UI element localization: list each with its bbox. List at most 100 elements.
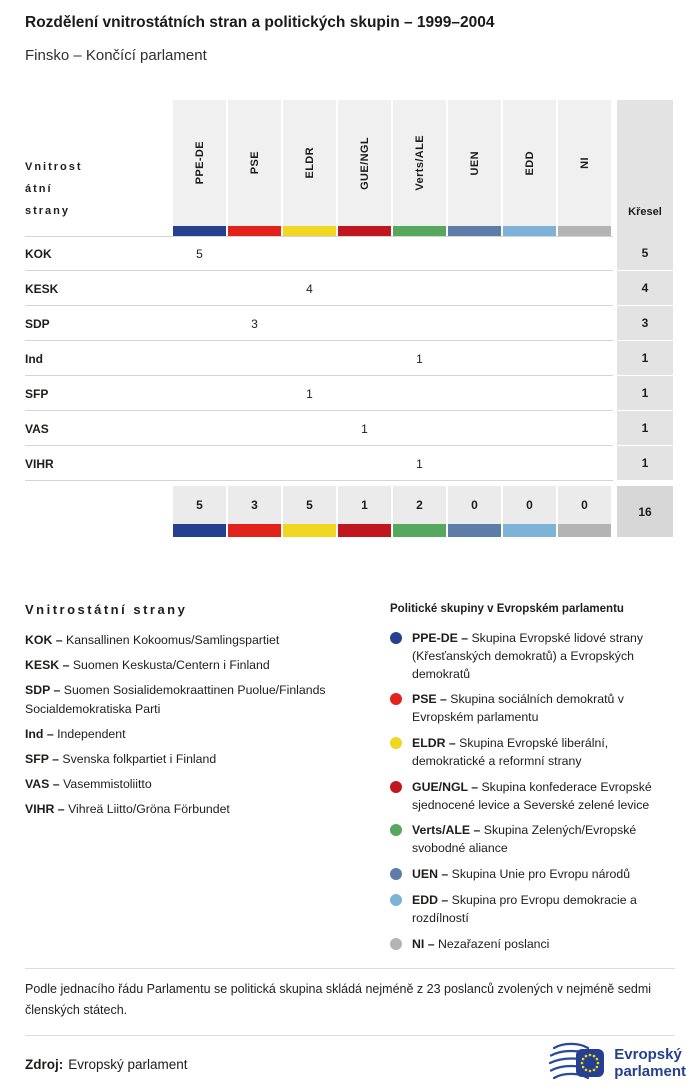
color-bar-gue-ngl [338, 226, 391, 236]
cell [228, 411, 281, 446]
ep-hemicycle-icon [549, 1042, 605, 1080]
legend-party-item: KESK – Suomen Keskusta/Centern i Finland [25, 656, 357, 675]
party-full-name: Suomen Keskusta/Centern i Finland [72, 658, 270, 673]
total-seats-cell: 16 [617, 486, 673, 537]
group-full-name: Skupina sociálních demokratů v Evropském… [412, 692, 624, 725]
seats-cell: 1 [617, 446, 673, 481]
group-abbr: GUE/NGL – [412, 779, 479, 794]
color-bar-ppe-de [173, 524, 226, 537]
seats-cell: 1 [617, 411, 673, 446]
group-full-name: Nezařazení poslanci [437, 936, 550, 951]
total-cell: 0 [448, 486, 501, 524]
group-full-name: Skupina Unie pro Evropu národů [451, 867, 631, 882]
group-full-name: Skupina pro Evropu demokracie a rozdílno… [412, 892, 637, 925]
cell [448, 446, 501, 481]
color-bar-edd [503, 226, 556, 236]
cell [558, 376, 611, 411]
party-name: VAS [25, 421, 49, 436]
cell [503, 376, 556, 411]
group-color-bars-bottom [25, 524, 675, 537]
column-header-label: Verts/ALE [413, 135, 426, 191]
cell [338, 306, 391, 341]
table-header-row: Vnitrost átní strany PPE-DE PSE ELDR GUE… [25, 100, 675, 226]
group-color-dot [390, 693, 402, 706]
total-cell: 2 [393, 486, 446, 524]
total-cell: 0 [503, 486, 556, 524]
cell [283, 411, 336, 446]
cell [448, 236, 501, 271]
table-row: Ind 1 1 [25, 341, 675, 376]
legend-group-item: EDD – Skupina pro Evropu demokracie a ro… [390, 892, 686, 928]
cell [228, 446, 281, 481]
cell [393, 306, 446, 341]
cell [503, 411, 556, 446]
cell [228, 376, 281, 411]
table-row: VIHR 1 1 [25, 446, 675, 481]
legend-groups-heading: Politické skupiny v Evropském parlamentu [390, 603, 624, 615]
seats-cell: 5 [617, 236, 673, 271]
party-full-name: Independent [57, 727, 126, 742]
group-color-dot [390, 737, 402, 750]
cell [173, 271, 226, 306]
group-color-dot [390, 632, 402, 644]
party-name: KOK [25, 246, 52, 261]
party-abbr: KESK – [25, 658, 70, 673]
cell [393, 271, 446, 306]
party-full-name: Kansallinen Kokoomus/Samlingspartiet [66, 633, 280, 647]
cell [558, 236, 611, 271]
cell: 5 [196, 246, 203, 261]
party-abbr: VAS – [25, 777, 60, 792]
cell [558, 411, 611, 446]
legend-group-item: UEN – Skupina Unie pro Evropu národů [390, 866, 686, 884]
group-description: GUE/NGL – Skupina konfederace Evropské s… [412, 779, 660, 815]
column-header-verts-ale: Verts/ALE [393, 100, 446, 226]
cell [448, 341, 501, 376]
color-bar-eldr [283, 226, 336, 236]
group-description: PPE-DE – Skupina Evropské lidové strany … [412, 630, 660, 683]
cell [393, 411, 446, 446]
party-abbr: VIHR – [25, 802, 65, 817]
column-header-pse: PSE [228, 100, 281, 226]
group-abbr: EDD – [412, 892, 449, 907]
cell [393, 376, 446, 411]
party-abbr: SFP – [25, 752, 59, 767]
totals-row: 5 3 5 1 2 0 0 0 [25, 486, 675, 524]
total-cell: 3 [228, 486, 281, 524]
cell: 3 [251, 316, 258, 331]
source-line: Zdroj: Evropský parlament [25, 1057, 188, 1072]
group-full-name: Skupina konfederace Evropské sjednocené … [412, 779, 652, 812]
cell [558, 341, 611, 376]
cell [173, 306, 226, 341]
cell [173, 376, 226, 411]
legend-party-item: VIHR – Vihreä Liitto/Gröna Förbundet [25, 800, 357, 819]
seats-column-fill [617, 226, 673, 236]
party-abbr: Ind – [25, 727, 54, 742]
column-header-edd: EDD [503, 100, 556, 226]
color-bar-uen [448, 524, 501, 537]
total-cell: 0 [558, 486, 611, 524]
row-header-label: Vnitrost átní strany [25, 161, 83, 217]
legend-party-item: SFP – Svenska folkpartiet i Finland [25, 750, 357, 769]
seats-cell: 1 [617, 376, 673, 411]
color-bar-ppe-de [173, 226, 226, 236]
color-bar-pse [228, 226, 281, 236]
cell [448, 376, 501, 411]
party-full-name: Vihreä Liitto/Gröna Förbundet [68, 802, 230, 817]
cell [338, 376, 391, 411]
cell [283, 341, 336, 376]
table-row: KESK 4 4 [25, 271, 675, 306]
total-cell: 1 [338, 486, 391, 524]
cell [338, 271, 391, 306]
color-bar-edd [503, 524, 556, 537]
cell [448, 411, 501, 446]
group-color-dot [390, 780, 402, 793]
ep-logo-line1: Evropský [614, 1045, 682, 1063]
table-row: SFP 1 1 [25, 376, 675, 411]
group-color-dot [390, 893, 402, 906]
cell [228, 236, 281, 271]
group-color-dot [390, 937, 402, 950]
legend-party-item: Ind – Independent [25, 725, 357, 744]
legend-political-groups: Politické skupiny v Evropském parlamentu… [390, 603, 686, 961]
total-cell: 5 [173, 486, 226, 524]
